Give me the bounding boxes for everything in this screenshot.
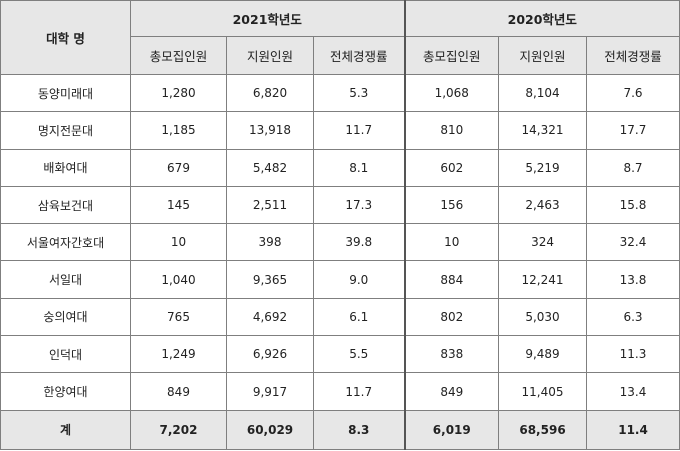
applicants-cell: 68,596 [498,409,588,451]
applicants-cell: 60,029 [226,409,314,451]
applicants-cell: 11,405 [498,372,588,411]
year-2020-header: 2020학년도 [403,0,680,37]
recruit-total-cell: 602 [403,148,500,187]
applicants-cell: 14,321 [498,111,588,150]
table-row: 서울여자간호대 10 398 39.8 10 324 32.4 [0,223,680,262]
applicants-cell: 13,918 [226,111,314,150]
competition-rate-cell: 8.7 [586,148,680,187]
competition-rate-cell: 7.6 [586,73,680,113]
competition-rate-cell: 13.4 [586,372,680,411]
applicants-cell: 398 [226,223,314,262]
competition-rate-cell: 9.0 [312,260,406,299]
recruit-total-cell: 10 [403,223,500,262]
recruit-total-cell: 810 [403,111,500,150]
applicants-cell: 9,489 [498,335,588,374]
recruit-total-cell: 145 [130,185,227,225]
recruit-total-cell: 802 [403,297,500,337]
competition-rate-cell: 5.5 [312,335,406,374]
recruit-total-cell: 679 [130,148,227,187]
table-row: 명지전문대 1,185 13,918 11.7 810 14,321 17.7 [0,111,680,150]
applicants-cell: 2,463 [498,185,588,225]
applicants-header: 지원인원 [498,36,588,75]
applicants-cell: 5,030 [498,297,588,337]
applicants-cell: 5,482 [226,148,314,187]
competition-rate-cell: 17.7 [586,111,680,150]
applicants-cell: 2,511 [226,185,314,225]
recruit-total-header: 총모집인원 [130,36,227,75]
table-body: 동양미래대 1,280 6,820 5.3 1,068 8,104 7.6 명지전문대 1,18… [0,73,680,451]
competition-rate-cell: 17.3 [312,185,406,225]
recruit-total-cell: 1,249 [130,335,227,374]
college-name-cell: 숭의여대 [0,297,131,337]
recruit-total-cell: 884 [403,260,500,299]
applicants-cell: 12,241 [498,260,588,299]
competition-rate-cell: 11.3 [586,335,680,374]
year-2021-header: 2021학년도 [129,0,406,37]
college-name-header: 대학 명 [0,0,131,75]
table-row: 숭의여대 765 4,692 6.1 802 5,030 6.3 [0,297,680,337]
recruit-total-cell: 1,280 [130,73,227,113]
table-row: 동양미래대 1,280 6,820 5.3 1,068 8,104 7.6 [0,73,680,113]
applicants-cell: 6,926 [226,335,314,374]
table-row: 삼육보건대 145 2,511 17.3 156 2,463 15.8 [0,185,680,225]
recruit-total-cell: 7,202 [130,409,227,451]
competition-rate-cell: 39.8 [312,223,406,262]
table-row: 배화여대 679 5,482 8.1 602 5,219 8.7 [0,148,680,187]
competition-rate-header: 전체경쟁률 [586,36,680,75]
applicants-cell: 9,917 [226,372,314,411]
competition-rate-cell: 8.3 [312,409,406,451]
recruit-total-cell: 1,068 [403,73,500,113]
recruit-total-cell: 765 [130,297,227,337]
college-name-cell: 배화여대 [0,148,131,187]
college-name-cell: 인덕대 [0,335,131,374]
recruit-total-cell: 1,185 [130,111,227,150]
recruit-total-cell: 10 [130,223,227,262]
applicants-cell: 5,219 [498,148,588,187]
header-row-columns: 총모집인원 지원인원 전체경쟁률 총모집인원 지원인원 전체경쟁률 [1,36,680,75]
applicants-cell: 324 [498,223,588,262]
college-name-cell: 동양미래대 [0,73,131,113]
college-name-cell: 서울여자간호대 [0,223,131,262]
college-name-cell: 계 [0,409,131,451]
table-row: 인덕대 1,249 6,926 5.5 838 9,489 11.3 [0,335,680,374]
applicants-cell: 9,365 [226,260,314,299]
competition-rate-cell: 11.7 [312,111,406,150]
competition-rate-cell: 6.1 [312,297,406,337]
total-row: 계 7,202 60,029 8.3 6,019 68,596 11.4 [0,409,680,451]
competition-rate-cell: 11.4 [586,409,680,451]
applicants-header: 지원인원 [226,36,314,75]
header-row-years: 대학 명 2021학년도 2020학년도 [0,0,680,75]
competition-rate-cell: 13.8 [586,260,680,299]
applicants-cell: 8,104 [498,73,588,113]
competition-rate-header: 전체경쟁률 [312,36,406,75]
competition-rate-cell: 6.3 [586,297,680,337]
competition-rate-cell: 5.3 [312,73,406,113]
college-name-cell: 명지전문대 [0,111,131,150]
recruit-total-cell: 849 [130,372,227,411]
competition-rate-cell: 11.7 [312,372,406,411]
competition-rate-cell: 8.1 [312,148,406,187]
recruit-total-cell: 156 [403,185,500,225]
college-name-cell: 서일대 [0,260,131,299]
recruit-total-cell: 6,019 [403,409,500,451]
college-name-cell: 삼육보건대 [0,185,131,225]
applicants-cell: 6,820 [226,73,314,113]
recruit-total-header: 총모집인원 [403,36,500,75]
table-row: 한양여대 849 9,917 11.7 849 11,405 13.4 [0,372,680,411]
competition-rate-cell: 15.8 [586,185,680,225]
recruit-total-cell: 849 [403,372,500,411]
applicants-cell: 4,692 [226,297,314,337]
recruit-total-cell: 838 [403,335,500,374]
table-row: 서일대 1,040 9,365 9.0 884 12,241 13.8 [0,260,680,299]
recruit-total-cell: 1,040 [130,260,227,299]
competition-rate-cell: 32.4 [586,223,680,262]
college-name-cell: 한양여대 [0,372,131,411]
